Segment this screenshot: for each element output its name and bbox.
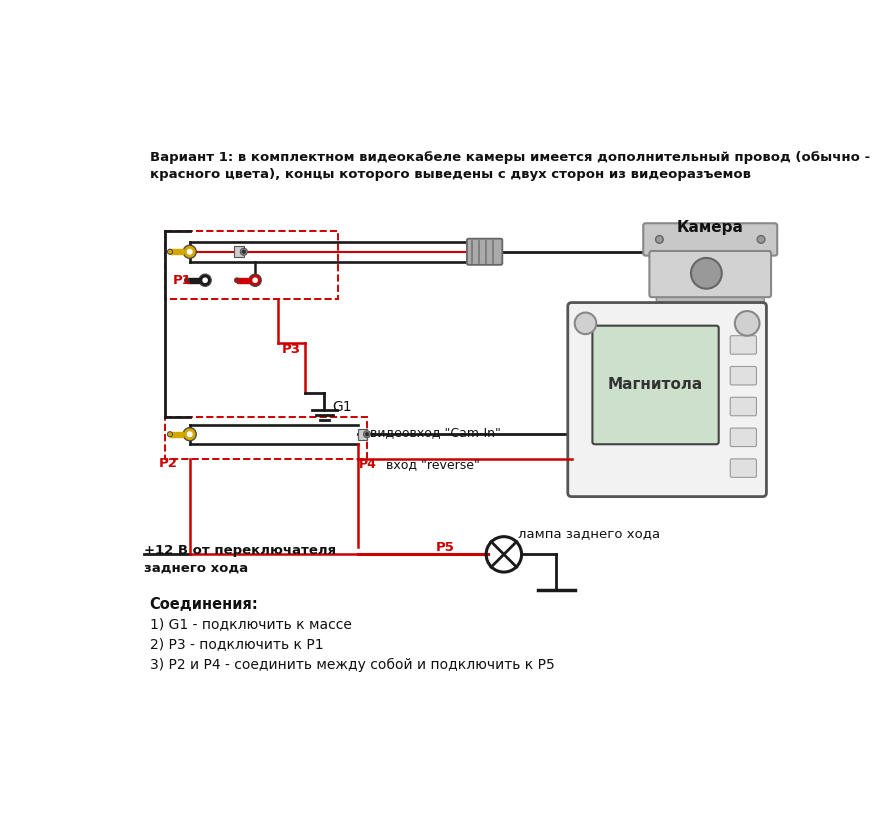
FancyBboxPatch shape [730,366,757,385]
Text: P1: P1 [172,274,192,287]
Circle shape [697,264,716,283]
FancyBboxPatch shape [656,292,764,302]
Bar [357,429,367,440]
Circle shape [187,250,192,254]
Circle shape [187,432,192,437]
Circle shape [363,431,370,438]
Text: Камера: Камера [677,220,743,235]
FancyBboxPatch shape [730,459,757,477]
Circle shape [366,433,369,436]
FancyBboxPatch shape [568,303,766,497]
Circle shape [575,313,597,334]
Text: +12 В от переключателя: +12 В от переключателя [143,544,336,557]
FancyBboxPatch shape [650,251,771,297]
Circle shape [735,311,759,336]
Circle shape [249,274,262,287]
Circle shape [199,274,211,287]
Text: P2: P2 [159,457,178,470]
Bar [187,277,199,282]
Text: 2) Р3 - подключить к Р1: 2) Р3 - подключить к Р1 [149,638,324,652]
Circle shape [691,258,721,289]
FancyBboxPatch shape [592,326,719,444]
Text: Соединения:: Соединения: [149,598,258,612]
Circle shape [240,248,248,255]
Circle shape [167,432,172,437]
Circle shape [253,278,257,282]
Text: 3) Р2 и Р4 - соединить между собой и подключить к Р5: 3) Р2 и Р4 - соединить между собой и под… [149,658,554,672]
Text: G1: G1 [332,400,352,414]
Text: P5: P5 [436,541,455,554]
Bar [170,250,183,255]
Circle shape [242,250,246,253]
Bar [237,277,249,282]
Circle shape [183,428,196,441]
Text: Магнитола: Магнитола [608,378,703,392]
Text: 1) G1 - подключить к массе: 1) G1 - подключить к массе [149,617,352,631]
Text: P3: P3 [282,343,301,356]
Bar [170,432,183,437]
FancyBboxPatch shape [730,336,757,354]
Circle shape [203,278,207,282]
Circle shape [656,236,663,243]
Circle shape [758,236,765,243]
FancyBboxPatch shape [730,428,757,447]
Circle shape [234,277,240,282]
Text: заднего хода: заднего хода [143,562,248,575]
Bar [234,246,244,257]
Circle shape [185,277,189,282]
FancyBboxPatch shape [467,239,502,265]
FancyBboxPatch shape [644,223,777,255]
Text: Вариант 1: в комплектном видеокабеле камеры имеется дополнительный провод (обычн: Вариант 1: в комплектном видеокабеле кам… [149,151,870,164]
Text: видеовход "Cam-In": видеовход "Cam-In" [370,427,500,439]
Text: лампа заднего хода: лампа заднего хода [518,526,659,539]
Text: P4: P4 [359,458,377,471]
Text: красного цвета), концы которого выведены с двух сторон из видеоразъемов: красного цвета), концы которого выведены… [149,167,751,181]
Text: вход "reverse": вход "reverse" [377,458,479,471]
Circle shape [167,250,172,255]
FancyBboxPatch shape [730,397,757,415]
Circle shape [183,245,196,259]
Circle shape [702,268,711,278]
